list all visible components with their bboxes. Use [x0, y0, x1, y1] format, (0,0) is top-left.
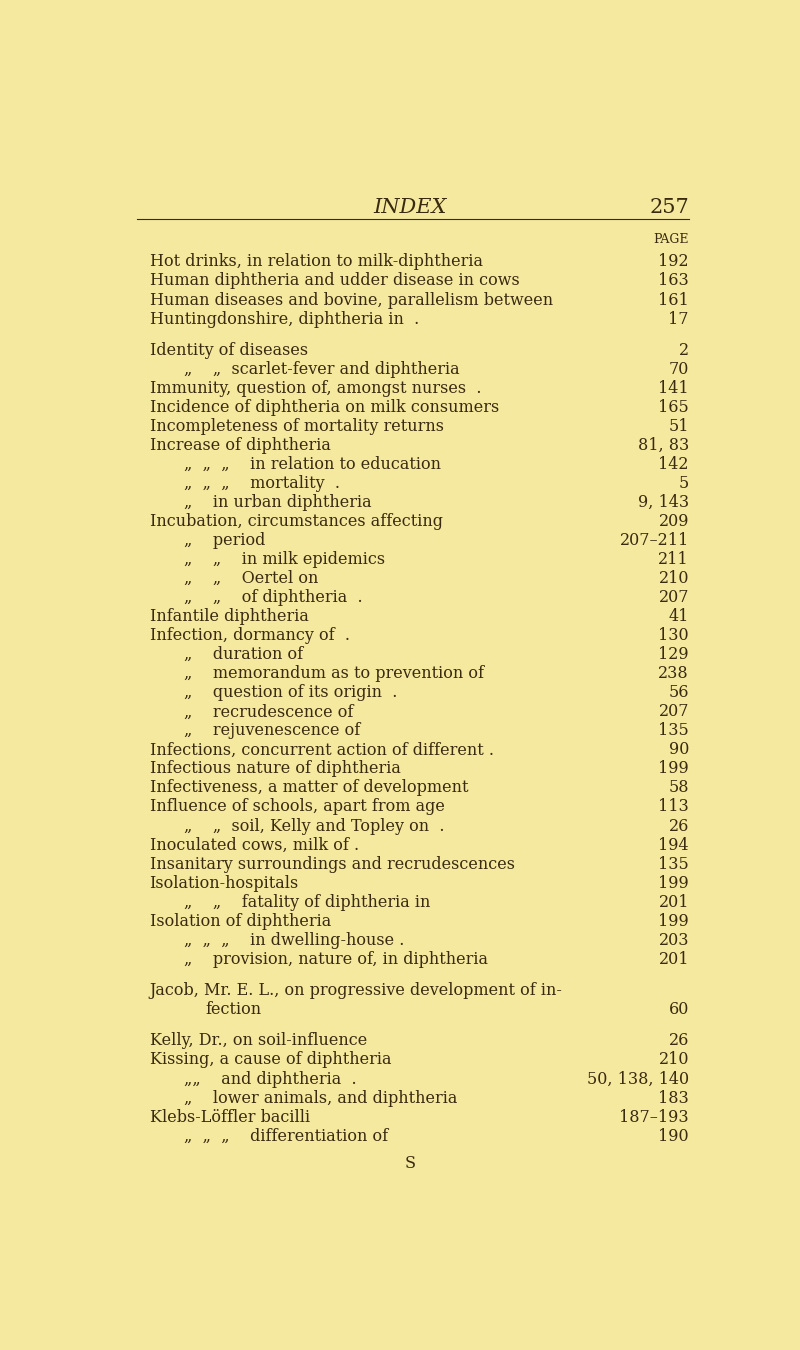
Text: 17: 17	[669, 310, 689, 328]
Text: 210: 210	[658, 1052, 689, 1068]
Text: 135: 135	[658, 722, 689, 740]
Text: Kissing, a cause of diphtheria: Kissing, a cause of diphtheria	[150, 1052, 391, 1068]
Text: Human diphtheria and udder disease in cows: Human diphtheria and udder disease in co…	[150, 273, 519, 289]
Text: Isolation-hospitals: Isolation-hospitals	[150, 875, 299, 891]
Text: 56: 56	[669, 684, 689, 702]
Text: Infections, concurrent action of different .: Infections, concurrent action of differe…	[150, 741, 494, 759]
Text: 207: 207	[658, 703, 689, 721]
Text: „    „    fatality of diphtheria in: „ „ fatality of diphtheria in	[184, 894, 430, 911]
Text: „  „  „    in relation to education: „ „ „ in relation to education	[184, 456, 441, 472]
Text: 199: 199	[658, 760, 689, 778]
Text: 26: 26	[669, 818, 689, 834]
Text: „    provision, nature of, in diphtheria: „ provision, nature of, in diphtheria	[184, 950, 488, 968]
Text: Human diseases and bovine, parallelism between: Human diseases and bovine, parallelism b…	[150, 292, 553, 309]
Text: Inoculated cows, milk of .: Inoculated cows, milk of .	[150, 837, 358, 853]
Text: 50, 138, 140: 50, 138, 140	[587, 1071, 689, 1088]
Text: PAGE: PAGE	[654, 232, 689, 246]
Text: 60: 60	[669, 1002, 689, 1018]
Text: 207: 207	[658, 589, 689, 606]
Text: 41: 41	[669, 609, 689, 625]
Text: Incompleteness of mortality returns: Incompleteness of mortality returns	[150, 418, 443, 435]
Text: 163: 163	[658, 273, 689, 289]
Text: „    „    of diphtheria  .: „ „ of diphtheria .	[184, 589, 362, 606]
Text: 194: 194	[658, 837, 689, 853]
Text: „    recrudescence of: „ recrudescence of	[184, 703, 353, 721]
Text: 199: 199	[658, 875, 689, 891]
Text: Immunity, question of, amongst nurses  .: Immunity, question of, amongst nurses .	[150, 379, 481, 397]
Text: 207–211: 207–211	[620, 532, 689, 549]
Text: 210: 210	[658, 570, 689, 587]
Text: Infectious nature of diphtheria: Infectious nature of diphtheria	[150, 760, 401, 778]
Text: Hot drinks, in relation to milk-diphtheria: Hot drinks, in relation to milk-diphther…	[150, 254, 482, 270]
Text: 209: 209	[658, 513, 689, 531]
Text: Infantile diphtheria: Infantile diphtheria	[150, 609, 309, 625]
Text: Influence of schools, apart from age: Influence of schools, apart from age	[150, 798, 445, 815]
Text: 142: 142	[658, 456, 689, 472]
Text: 9, 143: 9, 143	[638, 494, 689, 512]
Text: Jacob, Mr. E. L., on progressive development of in-: Jacob, Mr. E. L., on progressive develop…	[150, 981, 562, 999]
Text: 2: 2	[679, 342, 689, 359]
Text: 199: 199	[658, 913, 689, 930]
Text: Insanitary surroundings and recrudescences: Insanitary surroundings and recrudescenc…	[150, 856, 514, 872]
Text: 135: 135	[658, 856, 689, 872]
Text: 58: 58	[669, 779, 689, 796]
Text: 211: 211	[658, 551, 689, 568]
Text: Increase of diphtheria: Increase of diphtheria	[150, 437, 330, 454]
Text: Infectiveness, a matter of development: Infectiveness, a matter of development	[150, 779, 468, 796]
Text: 192: 192	[658, 254, 689, 270]
Text: 113: 113	[658, 798, 689, 815]
Text: 238: 238	[658, 666, 689, 682]
Text: 201: 201	[658, 950, 689, 968]
Text: „    duration of: „ duration of	[184, 647, 303, 663]
Text: „    period: „ period	[184, 532, 265, 549]
Text: 129: 129	[658, 647, 689, 663]
Text: 81, 83: 81, 83	[638, 437, 689, 454]
Text: „    rejuvenescence of: „ rejuvenescence of	[184, 722, 360, 740]
Text: 190: 190	[658, 1127, 689, 1145]
Text: „    in urban diphtheria: „ in urban diphtheria	[184, 494, 371, 512]
Text: 187–193: 187–193	[619, 1108, 689, 1126]
Text: 70: 70	[669, 360, 689, 378]
Text: 257: 257	[650, 198, 689, 217]
Text: „  „  „    mortality  .: „ „ „ mortality .	[184, 475, 340, 493]
Text: Identity of diseases: Identity of diseases	[150, 342, 308, 359]
Text: „    „    in milk epidemics: „ „ in milk epidemics	[184, 551, 385, 568]
Text: „    memorandum as to prevention of: „ memorandum as to prevention of	[184, 666, 484, 682]
Text: 141: 141	[658, 379, 689, 397]
Text: 203: 203	[658, 931, 689, 949]
Text: 183: 183	[658, 1089, 689, 1107]
Text: 201: 201	[658, 894, 689, 911]
Text: „    question of its origin  .: „ question of its origin .	[184, 684, 397, 702]
Text: 90: 90	[669, 741, 689, 759]
Text: 5: 5	[678, 475, 689, 493]
Text: 130: 130	[658, 628, 689, 644]
Text: Incidence of diphtheria on milk consumers: Incidence of diphtheria on milk consumer…	[150, 400, 499, 416]
Text: 26: 26	[669, 1033, 689, 1049]
Text: S: S	[405, 1156, 415, 1172]
Text: „    lower animals, and diphtheria: „ lower animals, and diphtheria	[184, 1089, 457, 1107]
Text: INDEX: INDEX	[374, 198, 446, 217]
Text: Infection, dormancy of  .: Infection, dormancy of .	[150, 628, 350, 644]
Text: Kelly, Dr., on soil-influence: Kelly, Dr., on soil-influence	[150, 1033, 367, 1049]
Text: 165: 165	[658, 400, 689, 416]
Text: „„    and diphtheria  .: „„ and diphtheria .	[184, 1071, 356, 1088]
Text: fection: fection	[206, 1002, 262, 1018]
Text: „    „    Oertel on: „ „ Oertel on	[184, 570, 318, 587]
Text: „  „  „    in dwelling-house .: „ „ „ in dwelling-house .	[184, 931, 404, 949]
Text: Huntingdonshire, diphtheria in  .: Huntingdonshire, diphtheria in .	[150, 310, 419, 328]
Text: „    „  soil, Kelly and Topley on  .: „ „ soil, Kelly and Topley on .	[184, 818, 444, 834]
Text: Isolation of diphtheria: Isolation of diphtheria	[150, 913, 331, 930]
Text: Klebs-Löffler bacilli: Klebs-Löffler bacilli	[150, 1108, 310, 1126]
Text: 51: 51	[669, 418, 689, 435]
Text: „  „  „    differentiation of: „ „ „ differentiation of	[184, 1127, 388, 1145]
Text: Incubation, circumstances affecting: Incubation, circumstances affecting	[150, 513, 442, 531]
Text: „    „  scarlet-fever and diphtheria: „ „ scarlet-fever and diphtheria	[184, 360, 459, 378]
Text: 161: 161	[658, 292, 689, 309]
